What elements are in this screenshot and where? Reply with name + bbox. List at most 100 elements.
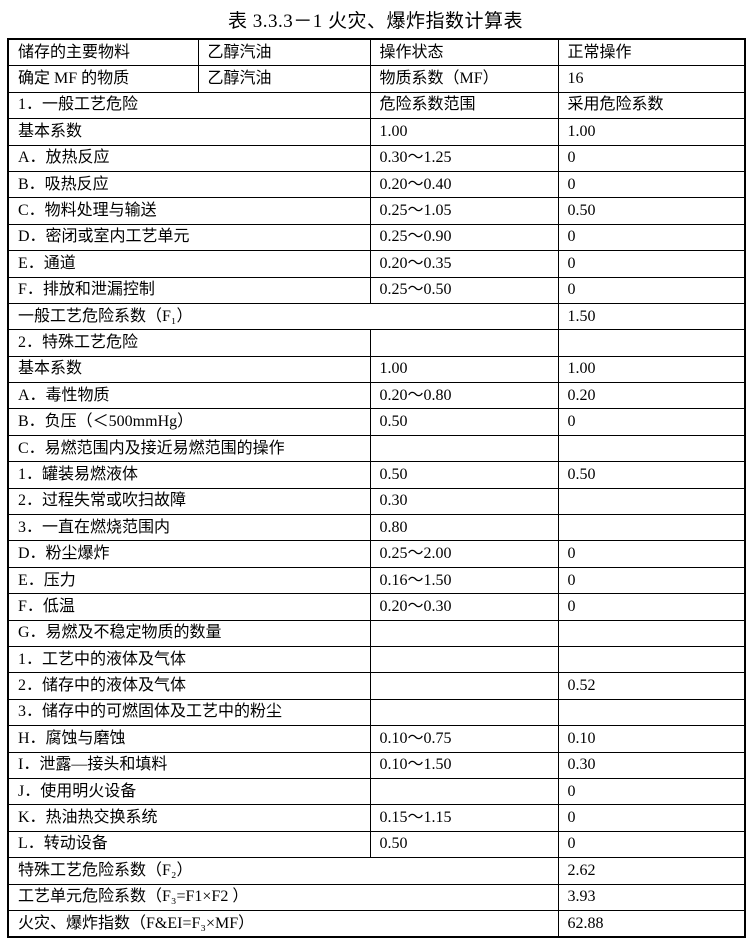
coefficient-range: 0.30 [369, 487, 559, 516]
adopted-coefficient: 0.10 [557, 725, 746, 753]
adopted-coefficient: 0.30 [557, 751, 746, 779]
item-label: B．吸热反应 [7, 170, 371, 199]
adopted-coefficient: 0 [557, 830, 746, 859]
adopted-coefficient: 0.50 [557, 461, 746, 489]
item-label: A．毒性物质 [7, 382, 371, 410]
item-label: 工艺单元危险系数（F₃=F1×F2 ） [7, 883, 559, 911]
table-row: G．易燃及不稳定物质的数量 [7, 619, 746, 647]
summary-row: 火灾、爆炸指数（F&EI=F₃×MF） 62.88 [7, 909, 746, 938]
adopted-coefficient [557, 434, 746, 463]
item-label: 1．工艺中的液体及气体 [7, 645, 371, 674]
table-row: F．排放和泄漏控制 0.25～0.50 0 [7, 276, 746, 304]
adopted-coefficient: 0 [557, 408, 746, 436]
summary-row: 特殊工艺危险系数（F₂） 2.62 [7, 857, 746, 885]
adopted-coefficient: 0 [557, 276, 746, 304]
header-cell: 操作状态 [369, 38, 559, 67]
coefficient-range: 0.50 [369, 830, 559, 859]
header-row: 确定 MF 的物质 乙醇汽油 物质系数（MF） 16 [7, 65, 746, 93]
coefficient-range: 危险系数范围 [369, 91, 559, 120]
table-row: L．转动设备 0.50 0 [7, 830, 746, 859]
table-row: D．粉尘爆炸 0.25～2.00 0 [7, 540, 746, 568]
item-label: D．粉尘爆炸 [7, 540, 371, 568]
adopted-coefficient: 0 [557, 593, 746, 621]
table-row: 3．一直在燃烧范围内 0.80 [7, 514, 746, 542]
table-row: 1．一般工艺危险 危险系数范围 采用危险系数 [7, 91, 746, 120]
coefficient-range: 0.10～1.50 [369, 751, 559, 779]
item-label: K．热油热交换系统 [7, 804, 371, 832]
item-label: E．通道 [7, 250, 371, 278]
header-cell: 正常操作 [557, 38, 746, 67]
coefficient-range [369, 329, 559, 357]
table-row: D．密闭或室内工艺单元 0.25～0.90 0 [7, 223, 746, 252]
item-label: 1．一般工艺危险 [7, 91, 371, 120]
coefficient-range [369, 619, 559, 647]
item-label: C．易燃范围内及接近易燃范围的操作 [7, 434, 371, 463]
adopted-coefficient [557, 698, 746, 727]
header-cell: 确定 MF 的物质 [7, 65, 199, 93]
table-row: I．泄露—接头和填料 0.10～1.50 0.30 [7, 751, 746, 779]
item-label: E．压力 [7, 566, 371, 595]
item-label: J．使用明火设备 [7, 777, 371, 806]
coefficient-range: 0.80 [369, 514, 559, 542]
header-cell: 物质系数（MF） [369, 65, 559, 93]
item-label: C．物料处理与输送 [7, 197, 371, 225]
item-label: 基本系数 [7, 355, 371, 384]
adopted-coefficient: 1.00 [557, 355, 746, 384]
coefficient-range [369, 645, 559, 674]
table-row: 2．特殊工艺危险 [7, 329, 746, 357]
adopted-coefficient: 0 [557, 170, 746, 199]
table-row: J．使用明火设备 0 [7, 777, 746, 806]
adopted-coefficient [557, 487, 746, 516]
item-label: 2．储存中的液体及气体 [7, 672, 371, 700]
coefficient-range: 0.15～1.15 [369, 804, 559, 832]
item-label: 2．过程失常或吹扫故障 [7, 487, 371, 516]
item-label: L．转动设备 [7, 830, 371, 859]
adopted-coefficient: 1.50 [557, 302, 746, 331]
table-row: C．易燃范围内及接近易燃范围的操作 [7, 434, 746, 463]
coefficient-range: 0.50 [369, 461, 559, 489]
adopted-coefficient [557, 514, 746, 542]
coefficient-range: 0.10～0.75 [369, 725, 559, 753]
table-row: 3．储存中的可燃固体及工艺中的粉尘 [7, 698, 746, 727]
item-label: 3．一直在燃烧范围内 [7, 514, 371, 542]
adopted-coefficient: 采用危险系数 [557, 91, 746, 120]
coefficient-range: 0.25～0.90 [369, 223, 559, 252]
coefficient-range [369, 777, 559, 806]
adopted-coefficient [557, 619, 746, 647]
adopted-coefficient: 0.20 [557, 382, 746, 410]
item-label: D．密闭或室内工艺单元 [7, 223, 371, 252]
item-label: G．易燃及不稳定物质的数量 [7, 619, 371, 647]
table-row: 1．罐装易燃液体 0.50 0.50 [7, 461, 746, 489]
table-row: 基本系数 1.00 1.00 [7, 355, 746, 384]
item-label: 2．特殊工艺危险 [7, 329, 371, 357]
coefficient-range: 0.50 [369, 408, 559, 436]
coefficient-range: 0.25～1.05 [369, 197, 559, 225]
adopted-coefficient: 0 [557, 144, 746, 172]
adopted-coefficient: 0 [557, 223, 746, 252]
item-label: B．负压（＜500mmHg） [7, 408, 371, 436]
coefficient-range: 0.16～1.50 [369, 566, 559, 595]
item-label: 特殊工艺危险系数（F₂） [7, 857, 559, 885]
coefficient-range [369, 672, 559, 700]
header-cell: 16 [557, 65, 746, 93]
header-row: 储存的主要物料 乙醇汽油 操作状态 正常操作 [7, 38, 746, 67]
adopted-coefficient [557, 329, 746, 357]
coefficient-range: 1.00 [369, 118, 559, 146]
coefficient-range: 0.20～0.35 [369, 250, 559, 278]
coefficient-range: 1.00 [369, 355, 559, 384]
item-label: 火灾、爆炸指数（F&EI=F₃×MF） [7, 909, 559, 938]
adopted-coefficient: 0.50 [557, 197, 746, 225]
adopted-coefficient: 3.93 [557, 883, 746, 911]
adopted-coefficient: 0 [557, 566, 746, 595]
adopted-coefficient: 62.88 [557, 909, 746, 938]
summary-row: 一般工艺危险系数（F₁） 1.50 [7, 302, 746, 331]
coefficient-range: 0.30～1.25 [369, 144, 559, 172]
adopted-coefficient: 2.62 [557, 857, 746, 885]
table-row: 2．过程失常或吹扫故障 0.30 [7, 487, 746, 516]
table-row: C．物料处理与输送 0.25～1.05 0.50 [7, 197, 746, 225]
table-row: H．腐蚀与磨蚀 0.10～0.75 0.10 [7, 725, 746, 753]
table-row: B．负压（＜500mmHg） 0.50 0 [7, 408, 746, 436]
adopted-coefficient [557, 645, 746, 674]
coefficient-range: 0.25～2.00 [369, 540, 559, 568]
item-label: 基本系数 [7, 118, 371, 146]
